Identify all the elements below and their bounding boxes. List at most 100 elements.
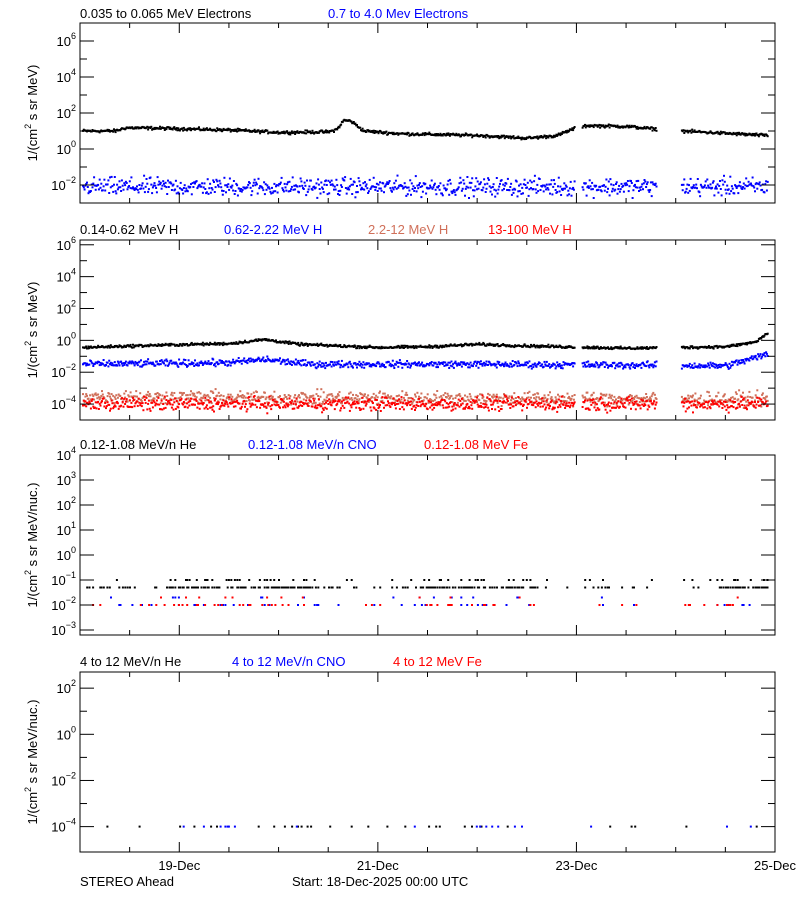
data-point [454, 134, 457, 137]
data-point [362, 182, 365, 185]
data-point [568, 187, 571, 190]
data-point [387, 402, 390, 405]
data-point [708, 131, 711, 134]
data-point [321, 186, 324, 189]
data-point [289, 190, 292, 192]
data-point [346, 363, 349, 366]
data-point [313, 402, 316, 404]
data-point [433, 406, 436, 409]
data-point [376, 404, 379, 406]
data-point [290, 364, 293, 366]
data-point [588, 365, 591, 368]
data-point [629, 394, 632, 396]
data-point [175, 400, 178, 402]
data-point [331, 394, 334, 397]
data-point [89, 407, 92, 410]
data-point [110, 399, 113, 402]
data-point [483, 134, 486, 137]
data-point [399, 401, 402, 404]
data-point [757, 183, 760, 186]
data-point [253, 395, 256, 397]
data-point [743, 404, 746, 407]
data-point [460, 181, 463, 184]
data-point [189, 127, 192, 130]
data-point [225, 360, 228, 363]
data-point [143, 174, 146, 177]
data-point [476, 362, 478, 365]
data-point [627, 126, 630, 129]
data-point [492, 183, 495, 186]
data-point [159, 125, 161, 128]
data-point [400, 344, 403, 347]
data-point [746, 343, 748, 346]
data-point [162, 403, 165, 405]
data-point [185, 394, 188, 397]
data-point [151, 192, 154, 195]
data-point [470, 133, 473, 136]
data-point [420, 196, 423, 199]
data-point [147, 390, 150, 393]
data-point [611, 365, 613, 368]
data-point [651, 393, 654, 396]
data-point [523, 363, 526, 366]
data-point [535, 396, 538, 399]
data-point [757, 404, 760, 407]
data-point [490, 186, 493, 189]
data-point [615, 181, 618, 184]
data-point [190, 193, 193, 196]
data-point [128, 405, 131, 408]
data-point [649, 400, 652, 402]
data-point [140, 187, 142, 190]
data-point [764, 398, 767, 401]
data-point [159, 343, 162, 346]
data-point [506, 398, 509, 401]
data-point [485, 400, 488, 403]
data-point [742, 182, 745, 185]
data-point [518, 190, 521, 193]
data-point [716, 403, 719, 406]
data-point [287, 343, 290, 345]
data-point [255, 391, 258, 393]
data-point [650, 195, 653, 198]
data-point [361, 396, 364, 399]
data-point [464, 406, 467, 409]
data-point [322, 191, 325, 194]
data-point [216, 361, 219, 364]
data-point [585, 407, 588, 410]
data-point [357, 400, 360, 402]
data-point [209, 363, 212, 366]
data-point [725, 192, 728, 195]
data-point [128, 399, 131, 402]
data-point [330, 365, 333, 368]
data-point [393, 402, 396, 405]
data-point [171, 403, 174, 406]
data-point [621, 399, 624, 402]
data-point [754, 399, 756, 402]
data-point [204, 399, 207, 402]
data-point [496, 136, 499, 139]
data-point [403, 363, 406, 366]
data-point [176, 364, 179, 367]
data-point [114, 398, 117, 400]
data-point [524, 400, 527, 403]
data-point [703, 366, 706, 369]
data-point [587, 347, 590, 350]
data-point [156, 176, 159, 179]
data-point [304, 184, 307, 187]
data-point [332, 397, 335, 400]
data-point [497, 188, 500, 191]
data-point [348, 398, 351, 401]
data-point [593, 347, 596, 350]
data-point [464, 407, 466, 410]
data-point [109, 397, 112, 400]
data-point [391, 190, 393, 193]
data-point [479, 363, 482, 366]
data-point [236, 130, 239, 133]
data-point [701, 403, 704, 406]
data-point [685, 364, 688, 367]
data-point [89, 402, 92, 405]
data-point [337, 394, 340, 397]
data-point [416, 364, 419, 367]
data-point [246, 186, 249, 189]
data-point [703, 402, 706, 405]
